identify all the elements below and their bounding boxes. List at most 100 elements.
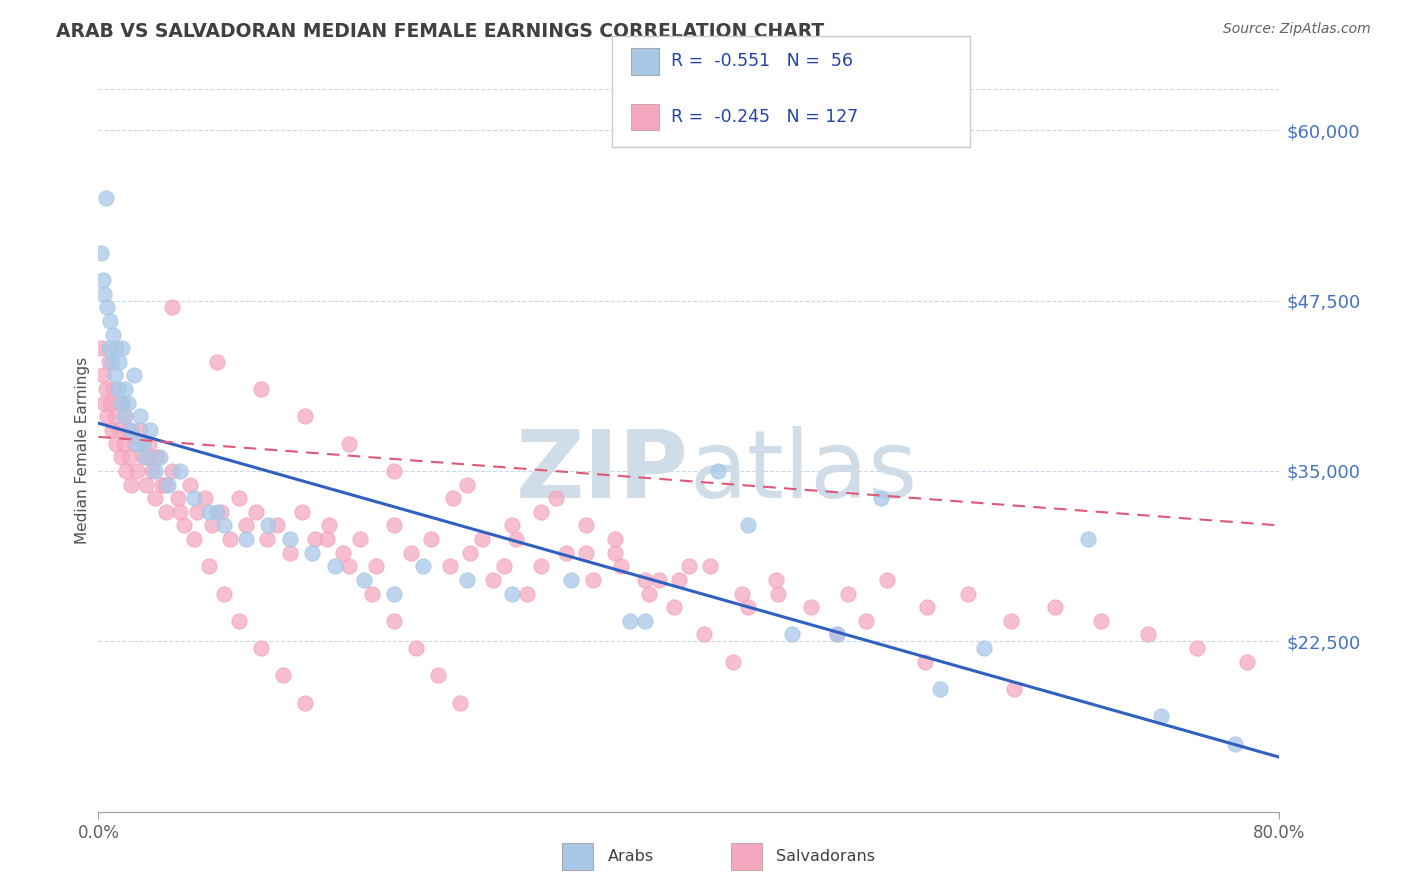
Point — [104, 409, 127, 424]
Point — [505, 532, 527, 546]
Point — [110, 450, 132, 465]
Point — [90, 341, 112, 355]
Point — [782, 627, 804, 641]
Point — [401, 546, 423, 560]
Text: Salvadorans: Salvadorans — [776, 849, 875, 863]
Point — [198, 559, 221, 574]
Point — [737, 600, 759, 615]
Point — [100, 423, 122, 437]
Point — [114, 382, 136, 396]
Point — [481, 573, 503, 587]
Point — [93, 396, 115, 410]
Point — [162, 464, 183, 478]
Point — [294, 696, 316, 710]
Point — [1077, 532, 1099, 546]
Point — [97, 355, 120, 369]
Point — [105, 436, 128, 450]
Point — [245, 505, 267, 519]
Point — [201, 518, 224, 533]
Point — [382, 586, 405, 600]
Point — [634, 614, 657, 628]
Point — [494, 559, 516, 574]
Point — [150, 477, 173, 491]
Point — [228, 614, 250, 628]
Text: Source: ZipAtlas.com: Source: ZipAtlas.com — [1223, 22, 1371, 37]
Point — [115, 464, 138, 478]
Point — [837, 586, 859, 600]
Point — [693, 627, 716, 641]
Point — [179, 477, 201, 491]
Point — [183, 532, 205, 546]
Point — [107, 396, 129, 410]
Point — [546, 491, 568, 505]
Point — [94, 382, 117, 396]
Point — [128, 423, 150, 437]
Point — [167, 491, 190, 505]
Text: R =  -0.245   N = 127: R = -0.245 N = 127 — [671, 108, 858, 126]
Point — [731, 586, 754, 600]
Point — [108, 355, 131, 369]
Point — [114, 409, 136, 424]
Point — [155, 505, 177, 519]
Point — [120, 477, 142, 491]
Point — [256, 532, 278, 546]
Point — [125, 464, 148, 478]
Point — [118, 450, 141, 465]
Point — [707, 464, 730, 478]
Point — [419, 532, 441, 546]
Point — [112, 436, 135, 450]
Point — [427, 668, 450, 682]
Point — [125, 436, 148, 450]
Point — [582, 573, 605, 587]
Point — [575, 518, 598, 533]
Point — [205, 505, 228, 519]
Point — [605, 546, 627, 560]
Point — [98, 314, 121, 328]
Point — [93, 286, 115, 301]
Point — [914, 655, 936, 669]
Point — [439, 559, 461, 574]
Point — [250, 382, 273, 396]
Point — [668, 573, 690, 587]
Point — [235, 532, 257, 546]
Point — [146, 450, 169, 465]
Point — [169, 464, 191, 478]
Point — [156, 477, 179, 491]
Point — [122, 368, 145, 383]
Point — [143, 491, 166, 505]
Point — [169, 505, 191, 519]
Point — [766, 586, 789, 600]
Point — [1225, 737, 1247, 751]
Point — [449, 696, 471, 710]
Point — [332, 546, 354, 560]
Point — [973, 641, 995, 656]
Point — [108, 423, 131, 437]
Point — [699, 559, 721, 574]
Point — [128, 409, 150, 424]
Point — [209, 505, 232, 519]
Point — [560, 573, 582, 587]
Point — [530, 505, 553, 519]
Point — [605, 532, 627, 546]
Point — [339, 436, 361, 450]
Point — [212, 518, 235, 533]
Point — [1000, 614, 1022, 628]
Point — [266, 518, 288, 533]
Point — [280, 532, 302, 546]
Point — [235, 518, 257, 533]
Point — [149, 450, 172, 465]
Point — [876, 573, 898, 587]
Point — [1137, 627, 1160, 641]
Text: atlas: atlas — [689, 426, 917, 518]
Point — [405, 641, 427, 656]
Point — [162, 301, 183, 315]
Point — [97, 341, 120, 355]
Point — [339, 559, 361, 574]
Point — [323, 559, 346, 574]
Point — [765, 573, 787, 587]
Point — [96, 301, 118, 315]
Point — [575, 546, 598, 560]
Point — [800, 600, 823, 615]
Point — [457, 477, 479, 491]
Point — [228, 491, 250, 505]
